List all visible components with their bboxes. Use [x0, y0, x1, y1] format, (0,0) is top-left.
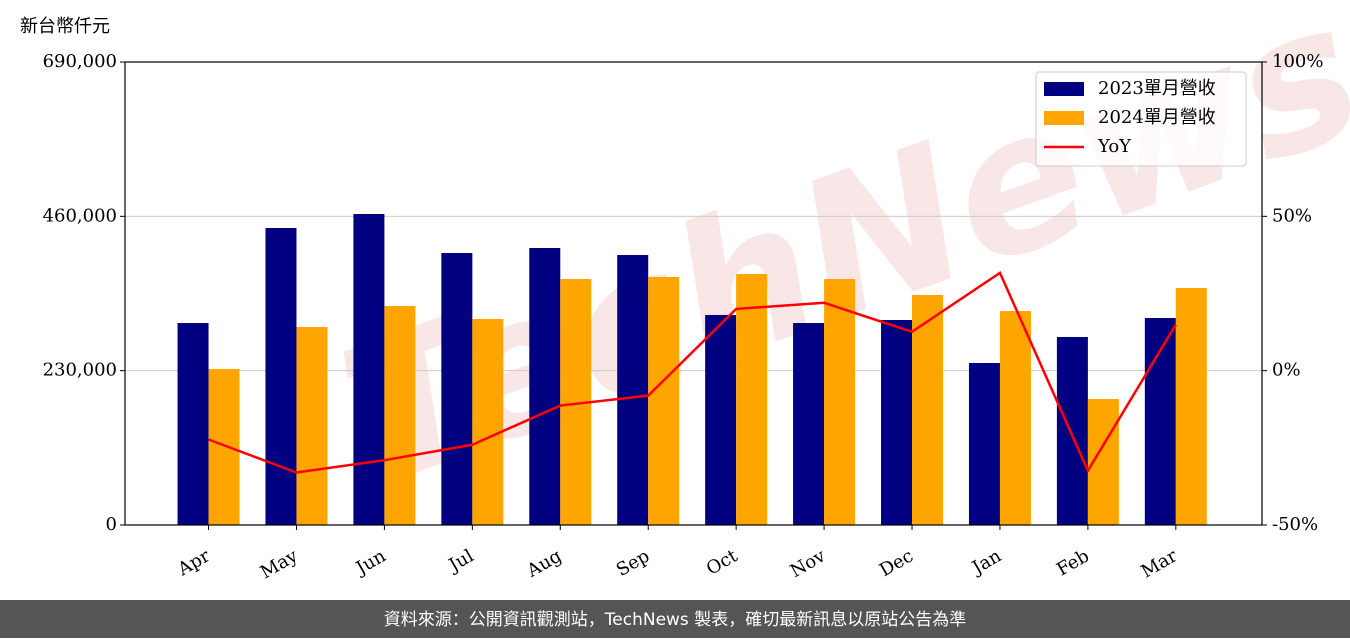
y-tick-label: 230,000 — [43, 360, 117, 381]
x-tick-label: Aug — [523, 545, 566, 582]
footer-bar — [0, 600, 1350, 638]
x-tick-label: May — [257, 545, 302, 583]
bar — [968, 363, 1000, 525]
plot-frame — [124, 61, 1263, 526]
bar — [1175, 287, 1207, 525]
bar — [441, 252, 473, 526]
footer-text: 資料來源：公開資訊觀測站，TechNews 製表，確切最新訊息以原站公告為準 — [384, 610, 966, 630]
bar — [177, 323, 209, 525]
bar — [999, 311, 1031, 525]
legend-swatch — [1044, 111, 1084, 125]
y-axis-title: 新台幣仟元 — [20, 16, 110, 37]
bar — [1056, 336, 1088, 525]
x-tick-label: Nov — [787, 545, 830, 582]
y2-tick-label: 100% — [1272, 51, 1323, 72]
legend-label: YoY — [1097, 136, 1132, 157]
line — [208, 270, 1177, 474]
bar — [881, 320, 913, 525]
x-tick-label: Oct — [703, 545, 742, 580]
bar — [648, 276, 680, 525]
bar — [736, 273, 768, 525]
bar — [793, 323, 825, 525]
bar — [353, 213, 385, 525]
x-tick-label: Dec — [876, 545, 917, 581]
y2-tick-label: 50% — [1272, 205, 1312, 226]
y-tick-label: 690,000 — [43, 51, 117, 72]
y-tick-label: 0 — [106, 514, 117, 535]
y2-tick-label: 0% — [1272, 360, 1301, 381]
legend-label: 2024單月營收 — [1098, 107, 1216, 128]
bar — [617, 254, 649, 525]
bar — [912, 294, 944, 525]
x-tick-label: Mar — [1138, 545, 1182, 582]
x-tick-label: Jun — [351, 545, 390, 580]
bar — [705, 314, 737, 525]
bar — [529, 248, 561, 525]
y-tick-label: 460,000 — [43, 205, 117, 226]
bar — [208, 368, 240, 525]
x-tick-label: Feb — [1053, 545, 1093, 580]
bar — [472, 318, 504, 525]
bar — [265, 228, 297, 526]
y2-tick-label: -50% — [1272, 514, 1318, 535]
legend-swatch — [1044, 82, 1084, 96]
bar — [296, 326, 328, 525]
legend-label: 2023單月營收 — [1098, 78, 1216, 99]
x-tick-label: Apr — [173, 545, 213, 580]
bar — [824, 279, 856, 525]
x-tick-label: Sep — [613, 545, 653, 580]
x-tick-label: Jul — [444, 545, 478, 577]
bar — [384, 305, 416, 525]
x-tick-label: Jan — [967, 545, 1005, 579]
legend-box — [1035, 71, 1247, 167]
